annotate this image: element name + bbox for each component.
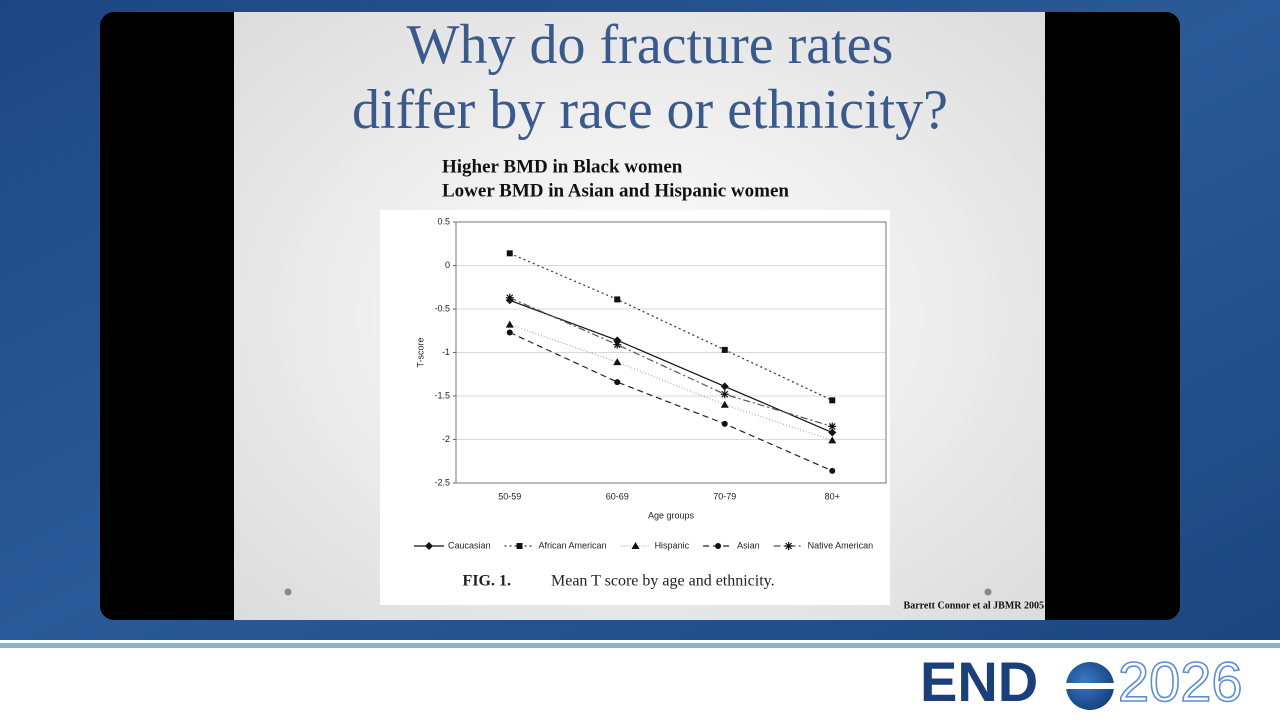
y-tick-label: -2 [442,434,450,444]
data-point [720,400,729,408]
x-tick-label: 50-59 [498,491,521,501]
series-line [509,297,833,428]
data-point [614,379,621,386]
chart: 0.5 0 -0.5 -1 -1.5 -2 -2.5 50-59 60-69 70-79 80+ Ag… [414,216,887,550]
data-point [614,296,621,303]
data-point [721,346,728,353]
data-point [828,428,837,437]
y-axis-label: T-score [415,337,425,367]
legend-marker [425,542,433,550]
y-tick-label: -2.5 [434,477,450,487]
legend-label: Native American [808,540,874,550]
y-tick-label: -1.5 [434,390,450,400]
x-tick-label: 80+ [825,491,840,501]
slide-dot [284,588,292,596]
legend-marker [631,542,640,549]
data-point [505,293,514,302]
footer-band [0,640,1280,720]
legend-label: Asian [737,540,760,550]
data-point [721,420,728,427]
y-tick-label: 0.5 [437,216,450,226]
logo-year: 2026 [1118,650,1243,713]
data-point [506,329,513,336]
y-tick-label: -0.5 [434,303,450,313]
citation: Barrett Connor et al JBMR 2005 [904,600,1044,611]
data-point [828,436,837,444]
series-line [509,252,833,401]
data-point [829,467,836,474]
slide-title: Why do fracture rates [407,14,894,76]
series-line [509,299,833,434]
data-point [505,320,514,328]
subtitle: Lower BMD in Asian and Hispanic women [442,180,789,201]
data-point [720,382,729,391]
slide-title: differ by race or ethnicity? [352,79,948,141]
series-line [509,331,833,472]
x-axis-label: Age groups [648,510,695,520]
series-line [509,324,833,441]
caption-label: FIG. 1. [463,573,511,590]
footer-rule [0,643,1280,648]
data-point [828,422,837,431]
logo-brand: END [920,650,1038,713]
subtitle: Higher BMD in Black women [442,156,683,177]
logo-globe [1066,662,1114,710]
data-point [613,358,622,366]
legend-label: Hispanic [655,540,690,550]
y-tick-label: -1 [442,347,450,357]
y-tick-label: 0 [445,260,450,270]
globe-band [1066,683,1114,689]
data-point [506,250,513,257]
legend-marker [715,543,722,549]
figure [380,210,890,605]
legend-marker [516,543,523,549]
x-tick-label: 70-79 [713,491,736,501]
legend-marker [784,542,793,550]
caption-text: Mean T score by age and ethnicity. [551,573,775,590]
x-tick-label: 60-69 [606,491,629,501]
plot-frame [455,221,887,484]
data-point [613,340,622,349]
slide-dot [984,588,992,596]
data-point [829,397,836,404]
legend-label: Caucasian [448,540,491,550]
data-point [720,390,729,399]
legend-label: African American [539,540,607,550]
